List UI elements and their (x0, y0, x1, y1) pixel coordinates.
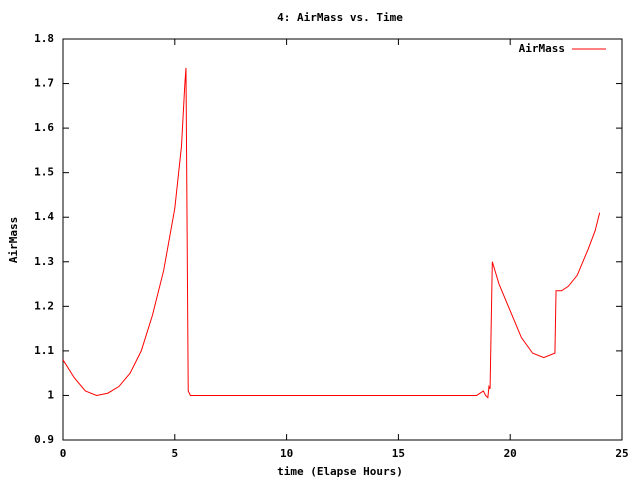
x-axis-label: time (Elapse Hours) (277, 465, 403, 478)
y-tick-label: 1.2 (34, 299, 54, 312)
x-tick-label: 20 (504, 447, 517, 460)
x-tick-label: 10 (280, 447, 293, 460)
y-tick-label: 1.4 (34, 210, 54, 223)
x-tick-label: 0 (60, 447, 67, 460)
y-axis-label: AirMass (7, 217, 20, 263)
x-tick-label: 5 (171, 447, 178, 460)
y-tick-label: 1.6 (34, 121, 54, 134)
y-tick-label: 1.3 (34, 255, 54, 268)
x-tick-label: 25 (615, 447, 628, 460)
legend-label: AirMass (519, 42, 565, 55)
data-line (62, 67, 601, 399)
plot-border (62, 38, 623, 441)
y-tick-label: 1 (47, 388, 54, 401)
x-tick-label: 15 (392, 447, 405, 460)
y-tick-label: 1.7 (34, 77, 54, 90)
chart-title: 4: AirMass vs. Time (277, 11, 403, 24)
y-tick-label: 1.1 (34, 344, 54, 357)
y-tick-label: 1.8 (34, 32, 54, 45)
y-tick-label: 1.5 (34, 166, 54, 179)
y-tick-label: 0.9 (34, 433, 54, 446)
